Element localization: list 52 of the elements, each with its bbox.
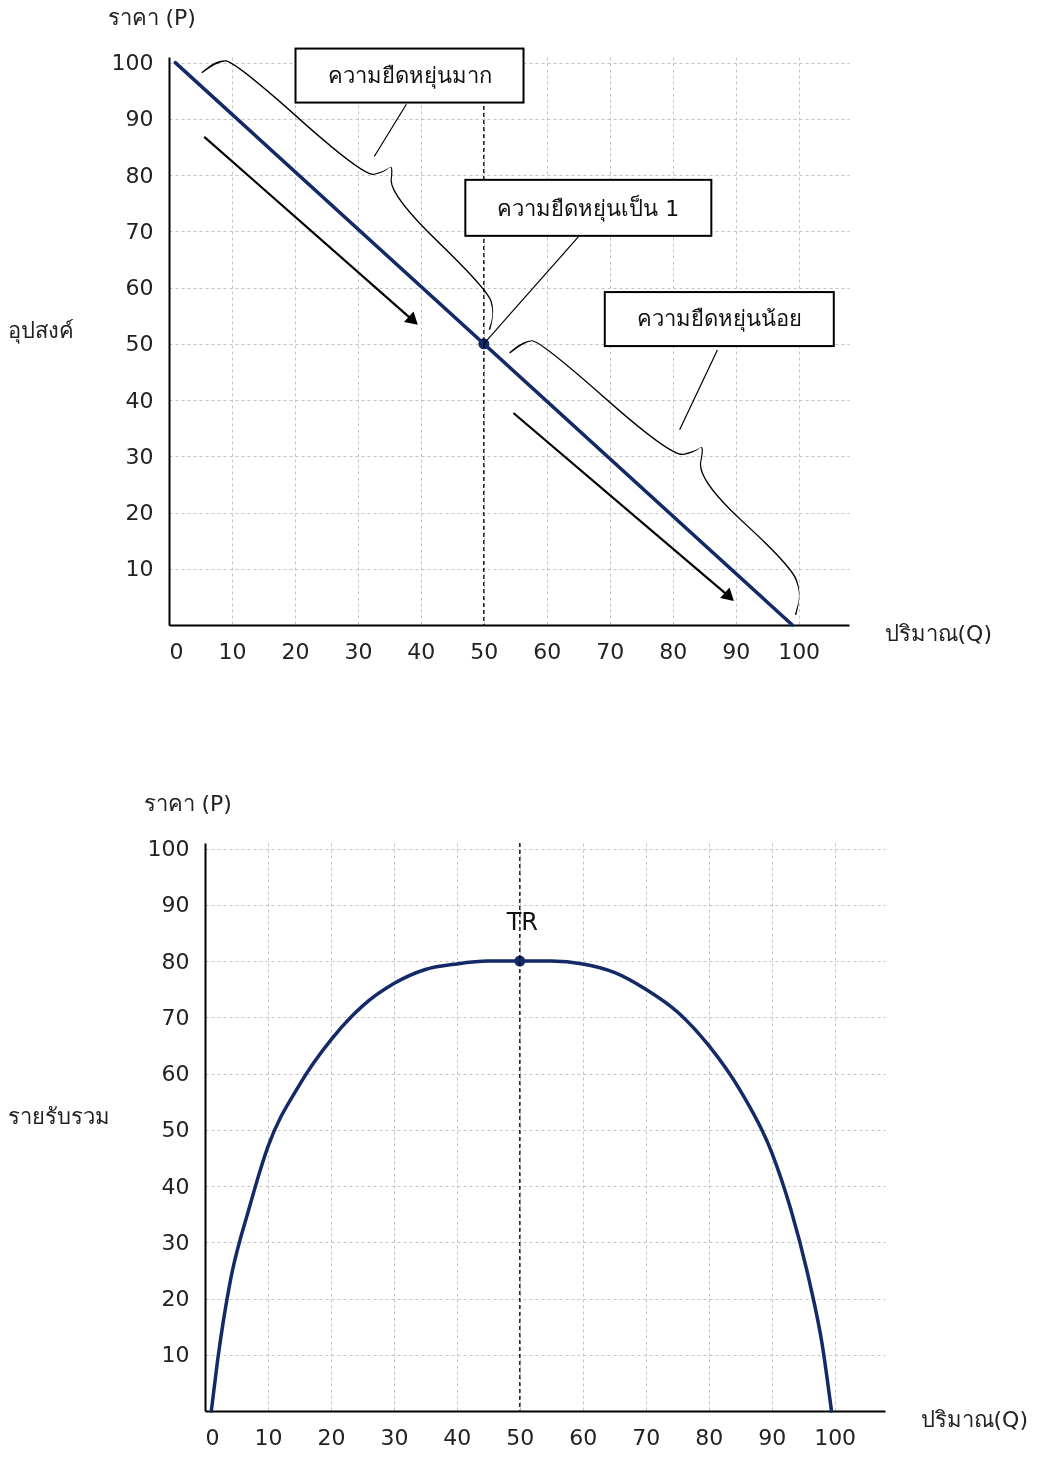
y-tick-label: 70	[161, 1004, 190, 1030]
y-tick-label: 40	[161, 1173, 190, 1199]
text: รายรับรวม	[8, 1104, 110, 1129]
annotation: ความยืดหยุ่นเป็น 1	[497, 193, 680, 222]
y-tick-label: 70	[125, 218, 154, 244]
x-tick-label: 60	[533, 638, 562, 664]
annotation: ความยืดหยุ่นมาก	[327, 62, 492, 89]
x-tick-label: 30	[344, 638, 373, 664]
x-axis-title: ปริมาณ(Q)	[920, 1406, 1028, 1432]
y-tick-label: 10	[161, 1342, 190, 1368]
y-tick-label: 100	[147, 836, 190, 862]
y-tick-label: 80	[161, 948, 190, 974]
x-tick-label: 70	[632, 1424, 661, 1450]
y-axis-title: ราคา (P)	[143, 790, 232, 816]
x-axis-title: ปริมาณ(Q)	[884, 620, 992, 646]
y-tick-label: 60	[161, 1061, 190, 1087]
y-tick-label: 20	[161, 1286, 190, 1312]
x-tick-label: 0	[169, 638, 184, 664]
x-tick-label: 0	[205, 1424, 220, 1450]
x-tick-label: 80	[695, 1424, 724, 1450]
text: อุปสงค์	[8, 318, 74, 344]
x-tick-label: 50	[506, 1424, 535, 1450]
x-tick-label: 90	[758, 1424, 787, 1450]
x-tick-label: 30	[380, 1424, 409, 1450]
y-tick-label: 80	[125, 162, 154, 188]
y-tick-label: 30	[125, 443, 154, 469]
y-tick-label: 20	[125, 500, 154, 526]
y-tick-label: 30	[161, 1229, 190, 1255]
y-tick-label: 60	[125, 275, 154, 301]
x-tick-label: 90	[722, 638, 751, 664]
y-tick-label: 90	[125, 106, 154, 132]
y-tick-label: 50	[125, 331, 154, 357]
series-label: TR	[505, 908, 539, 937]
x-tick-label: 70	[596, 638, 625, 664]
x-tick-label: 20	[281, 638, 310, 664]
annotation: ความยืดหยุ่นน้อย	[636, 306, 802, 333]
x-tick-label: 10	[218, 638, 247, 664]
x-tick-label: 80	[659, 638, 688, 664]
x-tick-label: 100	[778, 638, 821, 664]
y-tick-label: 10	[125, 556, 154, 582]
y-tick-label: 100	[111, 50, 154, 76]
y-tick-label: 90	[161, 892, 190, 918]
x-tick-label: 100	[814, 1424, 857, 1450]
x-tick-label: 10	[254, 1424, 283, 1450]
x-tick-label: 40	[407, 638, 436, 664]
x-tick-label: 60	[569, 1424, 598, 1450]
x-tick-label: 50	[470, 638, 499, 664]
y-tick-label: 50	[161, 1117, 190, 1143]
y-tick-label: 40	[125, 387, 154, 413]
x-tick-label: 20	[317, 1424, 346, 1450]
x-tick-label: 40	[443, 1424, 472, 1450]
y-axis-title: ราคา (P)	[107, 4, 196, 30]
